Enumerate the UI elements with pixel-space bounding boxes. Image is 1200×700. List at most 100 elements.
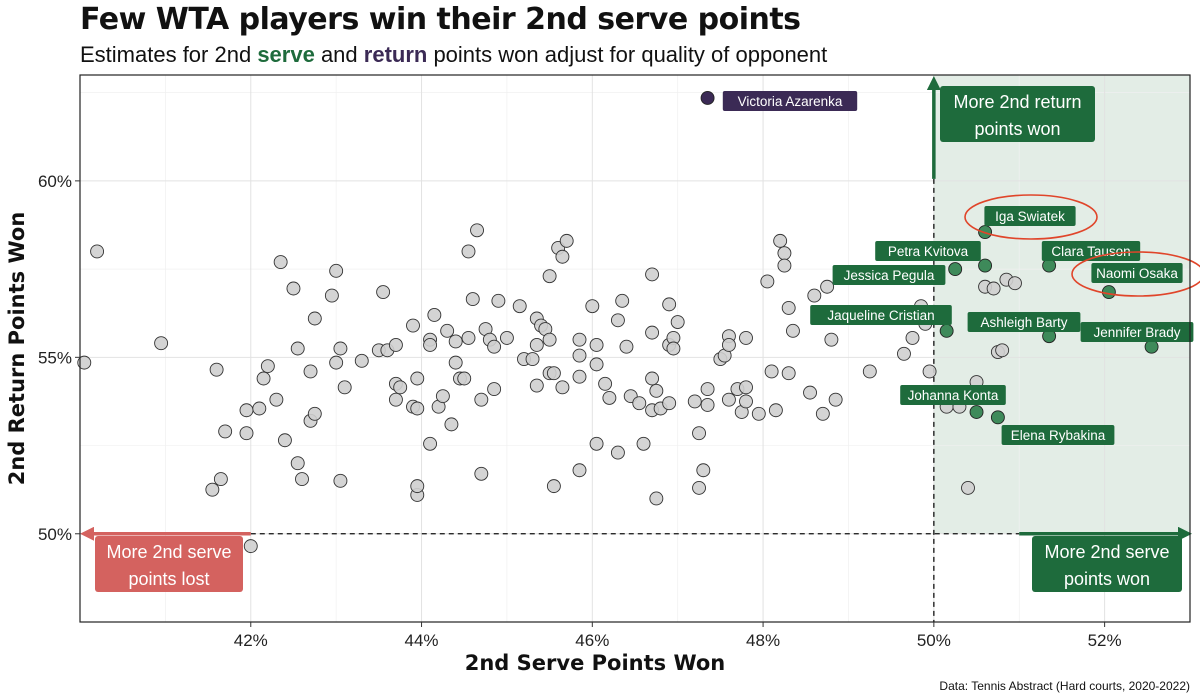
data-point	[610, 445, 625, 460]
y-tick-label: 55%	[38, 348, 72, 367]
data-point	[218, 424, 233, 439]
data-point	[154, 336, 169, 351]
data-point	[739, 330, 753, 345]
data-point	[777, 258, 792, 273]
x-tick-label: 42%	[234, 631, 268, 650]
data-point	[572, 463, 587, 478]
x-tick-label: 50%	[917, 631, 951, 650]
data-point	[393, 380, 408, 395]
data-point	[243, 539, 258, 554]
point-label: Petra Kvitova	[888, 244, 969, 259]
data-point	[572, 348, 587, 363]
point-label-box	[984, 206, 1076, 226]
chart-title: Few WTA players win their 2nd serve poin…	[80, 2, 801, 37]
data-point	[773, 233, 788, 248]
data-point	[559, 233, 574, 248]
data-point	[286, 281, 301, 296]
data-point	[589, 357, 604, 372]
data-point	[700, 382, 715, 397]
highlight-point	[969, 405, 984, 419]
point-label: Jessica Pegula	[844, 268, 935, 283]
data-point	[585, 299, 600, 314]
highlight-point	[1101, 285, 1116, 299]
point-label-box	[1001, 425, 1115, 445]
data-point	[273, 255, 288, 269]
data-point	[897, 346, 911, 361]
data-point	[529, 338, 544, 352]
data-point	[905, 330, 920, 345]
data-point	[589, 338, 604, 352]
point-label-box	[722, 91, 858, 111]
data-point	[303, 364, 318, 379]
data-point	[645, 325, 660, 340]
subtitle-pre: Estimates for 2nd	[80, 42, 258, 67]
data-point	[995, 343, 1010, 358]
point-label: Johanna Konta	[908, 388, 999, 403]
data-source-caption: Data: Tennis Abstract (Hard courts, 2020…	[939, 679, 1190, 693]
data-point	[768, 403, 783, 418]
data-point	[239, 403, 254, 418]
data-point	[435, 389, 450, 404]
data-point	[376, 285, 391, 299]
x-tick-label: 52%	[1088, 631, 1122, 650]
data-point	[329, 263, 344, 278]
point-label-box	[875, 241, 981, 261]
annotation-text: points won	[974, 119, 1060, 139]
data-point	[807, 288, 822, 303]
data-point	[555, 380, 570, 395]
data-point	[632, 396, 647, 411]
annotation-box	[95, 536, 243, 592]
data-point	[440, 323, 455, 338]
data-point	[529, 378, 544, 393]
x-tick-label: 46%	[575, 631, 609, 650]
data-point	[487, 382, 502, 397]
highlight-point	[948, 262, 963, 277]
data-point	[760, 274, 775, 289]
data-point	[649, 491, 664, 506]
data-point	[602, 390, 617, 405]
x-tick-label: 44%	[405, 631, 439, 650]
data-point	[90, 244, 105, 259]
data-point	[803, 385, 817, 400]
data-point	[333, 473, 348, 488]
data-point	[619, 339, 634, 354]
plot-frame	[79, 74, 1191, 623]
annotation-text: More 2nd serve	[106, 542, 231, 562]
data-point	[307, 406, 322, 421]
point-label: Iga Swiatek	[995, 209, 1065, 224]
data-point	[828, 392, 843, 407]
annotation-text: More 2nd serve	[1044, 542, 1169, 562]
data-point	[252, 401, 267, 416]
point-label: Clara Tauson	[1051, 244, 1130, 259]
data-point	[277, 433, 292, 448]
data-point	[487, 339, 502, 354]
point-label: Victoria Azarenka	[738, 94, 843, 109]
data-point	[666, 341, 681, 356]
highlight-point	[1144, 339, 1159, 354]
data-point	[786, 323, 800, 338]
annotation-text: points won	[1064, 569, 1150, 589]
data-point	[862, 364, 877, 379]
data-point	[290, 341, 305, 356]
point-label-box	[810, 305, 952, 325]
data-point	[470, 223, 484, 238]
data-point	[824, 332, 839, 347]
data-point	[777, 246, 792, 261]
data-point	[307, 311, 322, 326]
highlight-ring	[964, 194, 1098, 240]
y-axis-title: 2nd Return Points Won	[5, 212, 29, 486]
annotation-box	[1032, 536, 1182, 592]
chart-subtitle: Estimates for 2nd serve and return point…	[80, 42, 827, 68]
shaded-region	[933, 75, 1190, 534]
data-point	[815, 406, 830, 421]
highlight-point	[1042, 258, 1057, 273]
data-point	[645, 371, 660, 386]
data-point	[465, 292, 480, 307]
data-point	[461, 330, 476, 345]
data-point	[205, 482, 220, 497]
data-point	[354, 353, 369, 368]
data-point	[239, 426, 254, 441]
x-axis-title: 2nd Serve Points Won	[465, 651, 725, 675]
data-point	[739, 394, 753, 409]
